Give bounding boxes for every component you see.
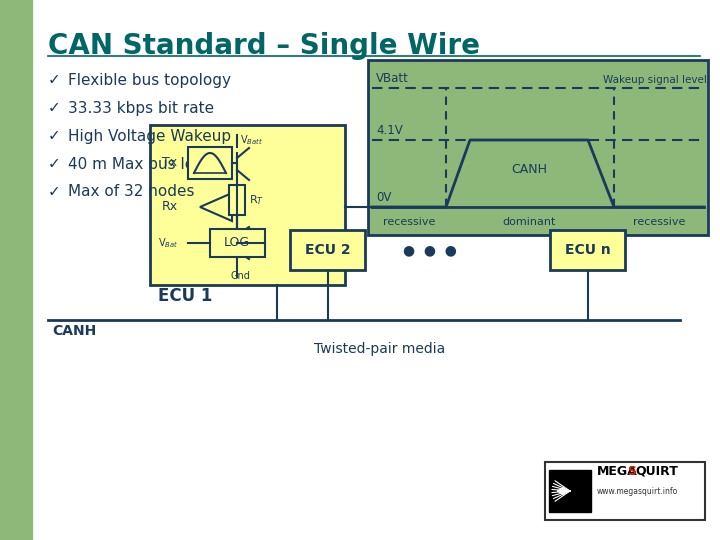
Text: MEGA: MEGA — [597, 465, 638, 478]
Text: S: S — [627, 465, 636, 478]
Text: Twisted-pair media: Twisted-pair media — [315, 342, 446, 356]
Bar — [549, 470, 591, 512]
Bar — [0, 0, 32, 540]
Text: ECU n: ECU n — [564, 243, 611, 257]
Bar — [210, 229, 265, 257]
Text: 40 m Max bus length: 40 m Max bus length — [68, 157, 229, 172]
Text: ECU 1: ECU 1 — [158, 287, 212, 305]
Text: ✓: ✓ — [48, 185, 60, 199]
Text: LOG: LOG — [224, 237, 250, 249]
Text: Max of 32 nodes: Max of 32 nodes — [68, 185, 194, 199]
Text: Rx: Rx — [162, 200, 178, 213]
Text: Wakeup signal level: Wakeup signal level — [603, 75, 707, 85]
Bar — [550, 230, 625, 270]
Bar — [545, 462, 705, 520]
Text: CANH: CANH — [52, 324, 96, 338]
Text: CANH: CANH — [511, 163, 547, 176]
Bar — [229, 185, 245, 215]
Bar — [290, 230, 365, 270]
Text: ✓: ✓ — [48, 129, 60, 144]
Text: dominant: dominant — [503, 217, 556, 227]
Bar — [368, 60, 708, 235]
Text: ●  ●  ●: ● ● ● — [403, 243, 457, 257]
Text: recessive: recessive — [383, 217, 435, 227]
Text: R$_T$: R$_T$ — [249, 193, 264, 207]
Text: recessive: recessive — [633, 217, 685, 227]
Text: V$_{Batt}$: V$_{Batt}$ — [240, 133, 264, 147]
Text: CAN Standard – Single Wire: CAN Standard – Single Wire — [48, 32, 480, 60]
Text: Tx: Tx — [162, 157, 177, 170]
Text: High Voltage Wakeup: High Voltage Wakeup — [68, 129, 231, 144]
Text: ✓: ✓ — [48, 100, 60, 116]
Text: ECU 2: ECU 2 — [305, 243, 351, 257]
Text: QUIRT: QUIRT — [635, 465, 678, 478]
Text: 0V: 0V — [376, 191, 392, 204]
Text: ✓: ✓ — [48, 72, 60, 87]
Text: ✓: ✓ — [48, 157, 60, 172]
Text: 4.1V: 4.1V — [376, 124, 402, 137]
Text: Flexible bus topology: Flexible bus topology — [68, 72, 231, 87]
Text: Gnd: Gnd — [230, 271, 250, 281]
Text: V$_{Bat}$: V$_{Bat}$ — [158, 236, 179, 250]
Text: www.megasquirt.info: www.megasquirt.info — [597, 487, 678, 496]
Text: 33.33 kbps bit rate: 33.33 kbps bit rate — [68, 100, 214, 116]
Bar — [150, 125, 345, 285]
Text: VBatt: VBatt — [376, 72, 409, 85]
Polygon shape — [200, 193, 232, 221]
Bar — [188, 147, 232, 179]
